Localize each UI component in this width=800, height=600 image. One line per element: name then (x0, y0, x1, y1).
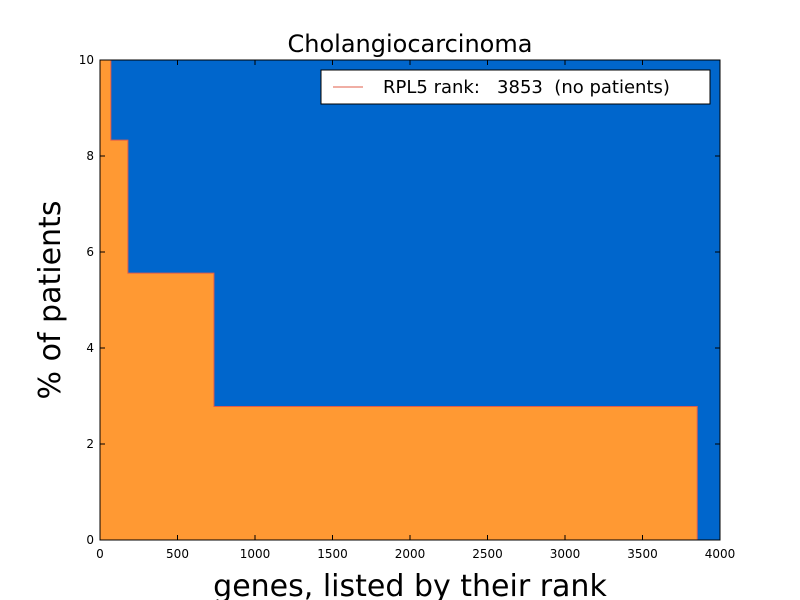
y-tick-label: 8 (86, 149, 94, 163)
y-axis: 0 2 4 6 8 10 (79, 53, 720, 547)
y-tick-label: 10 (79, 53, 94, 67)
y-tick-label: 4 (86, 341, 94, 355)
x-axis-label: genes, listed by their rank (213, 569, 607, 600)
rank-area (100, 60, 698, 540)
x-tick-label: 3000 (550, 547, 581, 561)
x-tick-label: 500 (166, 547, 189, 561)
legend-entry-label: RPL5 rank: 3853 (no patients) (383, 77, 670, 98)
legend-box (320, 69, 711, 105)
x-axis: 0 500 1000 1500 2000 2500 3000 3500 4000 (96, 60, 735, 561)
rank-step-line (100, 59, 698, 540)
y-tick-label: 0 (86, 533, 94, 547)
legend: RPL5 rank: 3853 (no patients) (320, 69, 711, 105)
x-tick-label: 1500 (317, 547, 348, 561)
x-tick-label: 3500 (627, 547, 658, 561)
x-tick-label: 1000 (240, 547, 271, 561)
y-tick-label: 2 (86, 437, 94, 451)
x-tick-label: 2500 (472, 547, 503, 561)
x-tick-label: 0 (96, 547, 104, 561)
y-tick-label: 6 (86, 245, 94, 259)
plot-area (99, 59, 721, 541)
x-tick-label: 4000 (705, 547, 736, 561)
y-axis-label: % of patients (33, 201, 68, 400)
chart-title: Cholangiocarcinoma (288, 30, 533, 58)
x-tick-label: 2000 (395, 547, 426, 561)
